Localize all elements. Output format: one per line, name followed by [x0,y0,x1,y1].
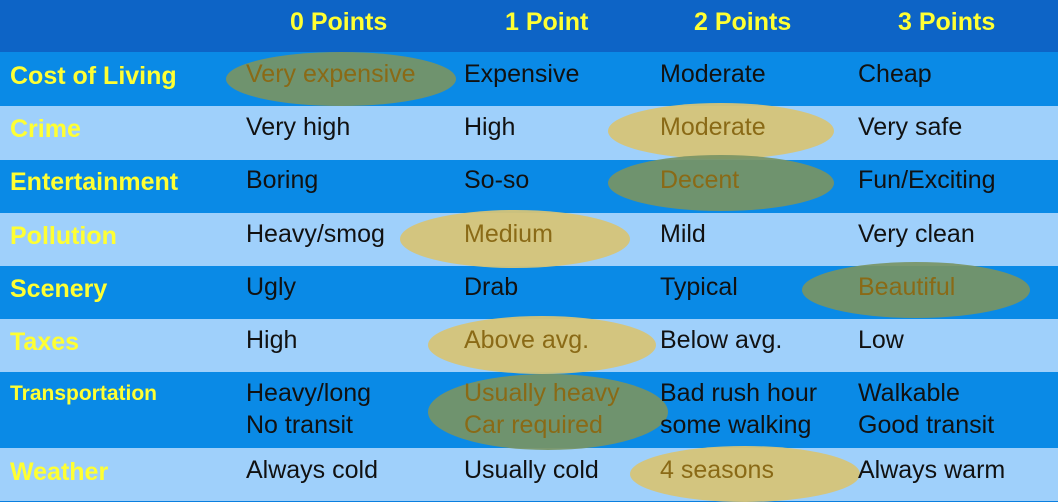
table-cell: High [464,113,516,141]
table-cell: Always cold [246,456,378,484]
selection-highlight [428,316,656,374]
table-cell: Bad rush hour some walking [660,377,817,441]
table-cell: Usually heavy Car required [464,377,620,441]
selection-highlight [400,210,630,268]
table-cell: Very safe [858,113,963,141]
table-cell: Heavy/smog [246,220,385,248]
table-cell: Heavy/long No transit [246,377,371,441]
cell-line: some walking [660,411,812,439]
table-cell: Moderate [660,60,766,88]
table-cell: Fun/Exciting [858,166,996,194]
table-cell: Usually cold [464,456,599,484]
table-cell: High [246,326,298,354]
selection-highlight [608,155,834,211]
selection-highlight [428,374,668,450]
cell-line: Usually heavy [464,379,620,407]
cell-line: Heavy/long [246,379,372,407]
cell-line: Good transit [858,411,995,439]
row-label: Weather [10,458,109,486]
row-label: Entertainment [10,168,179,196]
table-cell: Very clean [858,220,975,248]
table-cell: Moderate [660,113,766,141]
table-cell: Walkable Good transit [858,377,994,441]
table-header: 0 Points 1 Point 2 Points 3 Points [0,0,1058,52]
row-label: Scenery [10,275,108,303]
table-cell: So-so [464,166,530,194]
table-cell: Very expensive [246,60,416,88]
table-row [0,106,1058,160]
header-col-0: 0 Points [290,8,388,36]
header-col-2: 2 Points [694,8,792,36]
row-label: Cost of Living [10,62,177,90]
table-cell: Very high [246,113,351,141]
selection-highlight [802,262,1030,318]
table-cell: Beautiful [858,273,956,301]
row-label: Taxes [10,328,80,356]
table-cell: Typical [660,273,738,301]
cell-line: Walkable [858,379,960,407]
table-row [0,448,1058,501]
table-row [0,52,1058,106]
header-col-1: 1 Point [505,8,589,36]
cell-line: Car required [464,411,603,439]
selection-highlight [608,103,834,159]
table-cell: 4 seasons [660,456,774,484]
table-cell: Above avg. [464,326,590,354]
selection-highlight [630,446,860,502]
table-cell: Medium [464,220,553,248]
table-cell: Expensive [464,60,580,88]
table-cell: Always warm [858,456,1006,484]
table-cell: Ugly [246,273,297,301]
row-label: Crime [10,115,81,143]
table-cell: Boring [246,166,319,194]
header-col-3: 3 Points [898,8,996,36]
selection-highlight [226,52,456,106]
cell-line: Bad rush hour [660,379,818,407]
table-cell: Cheap [858,60,932,88]
row-label: Pollution [10,222,117,250]
table-cell: Below avg. [660,326,783,354]
table-cell: Mild [660,220,706,248]
table-cell: Decent [660,166,740,194]
row-label: Transportation [10,382,158,405]
table-cell: Low [858,326,904,354]
table-cell: Drab [464,273,519,301]
table-row [0,160,1058,213]
cell-line: No transit [246,411,353,439]
